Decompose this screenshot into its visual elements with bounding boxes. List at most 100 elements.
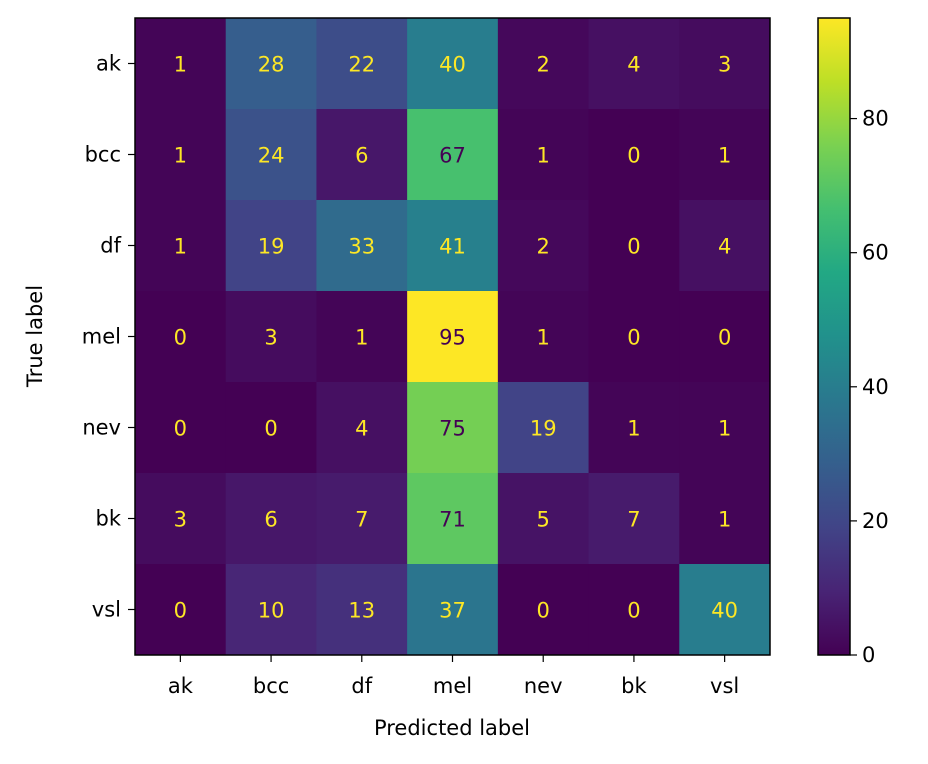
x-tick-label: bk — [621, 674, 647, 698]
cell-value-label: 6 — [264, 508, 277, 532]
matrix-cell — [135, 291, 227, 383]
y-tick-label: bk — [96, 507, 122, 531]
y-tick-label: vsl — [92, 598, 121, 622]
matrix-cell — [407, 18, 499, 110]
x-tick-label: ak — [168, 674, 194, 698]
cell-value-label: 37 — [439, 599, 466, 623]
matrix-cell — [497, 473, 590, 565]
matrix-cell — [225, 382, 317, 474]
cell-value-label: 67 — [439, 144, 466, 168]
y-tick-label: ak — [96, 52, 122, 76]
cell-value-label: 1 — [627, 417, 640, 441]
matrix-cell — [679, 18, 771, 110]
matrix-cell — [679, 109, 771, 201]
matrix-cell — [497, 291, 590, 383]
cell-value-label: 24 — [258, 144, 285, 168]
matrix-cell — [588, 200, 680, 292]
cell-value-label: 1 — [174, 144, 187, 168]
matrix-cell — [316, 473, 408, 565]
cell-value-label: 1 — [355, 326, 368, 350]
x-axis-label: Predicted label — [374, 716, 530, 740]
matrix-cell — [225, 564, 317, 656]
cell-value-label: 75 — [439, 417, 466, 441]
matrix-cell — [135, 564, 227, 656]
cell-value-label: 10 — [258, 599, 285, 623]
cell-value-label: 1 — [718, 417, 731, 441]
matrix-cell — [407, 564, 499, 656]
colorbar — [817, 17, 851, 656]
cell-value-label: 5 — [537, 508, 550, 532]
cell-value-label: 33 — [348, 235, 375, 259]
matrix-cell — [497, 109, 590, 201]
y-tick-label: mel — [82, 325, 121, 349]
matrix-cell — [588, 564, 680, 656]
matrix-cell — [225, 291, 317, 383]
matrix-cell — [407, 473, 499, 565]
cell-value-label: 1 — [174, 235, 187, 259]
colorbar-tick-label: 40 — [862, 375, 889, 399]
cell-value-label: 6 — [355, 144, 368, 168]
colorbar-ticks: 0 20 40 60 80 — [850, 107, 889, 667]
x-tick-label: nev — [524, 674, 563, 698]
cell-value-label: 0 — [627, 235, 640, 259]
matrix-cell — [135, 473, 227, 565]
matrix-cell — [135, 18, 227, 110]
cell-value-label: 4 — [718, 235, 731, 259]
matrix-cell — [497, 382, 590, 474]
cell-value-label: 4 — [627, 53, 640, 77]
cell-value-label: 22 — [348, 53, 375, 77]
cell-value-label: 3 — [718, 53, 731, 77]
matrix-cell — [316, 382, 408, 474]
cell-value-label: 1 — [537, 144, 550, 168]
cell-value-label: 28 — [258, 53, 285, 77]
matrix-cell — [588, 291, 680, 383]
matrix-cell — [588, 473, 680, 565]
cell-value-label: 1 — [174, 53, 187, 77]
matrix-cell — [316, 200, 408, 292]
cell-value-label: 40 — [711, 599, 738, 623]
cell-value-label: 19 — [258, 235, 285, 259]
cell-value-label: 19 — [530, 417, 557, 441]
matrix-cell — [316, 564, 408, 656]
cell-value-label: 0 — [174, 417, 187, 441]
matrix-cell — [225, 18, 317, 110]
x-tick-label: vsl — [710, 674, 739, 698]
cell-value-label: 0 — [627, 326, 640, 350]
matrix-cell — [497, 200, 590, 292]
colorbar-tick-label: 80 — [862, 107, 889, 131]
matrix-cell — [135, 109, 227, 201]
y-tick-label: nev — [82, 416, 121, 440]
matrix-cell — [679, 200, 771, 292]
cell-value-label: 0 — [627, 599, 640, 623]
matrix-cell — [679, 564, 771, 656]
y-tick-label: df — [100, 234, 121, 258]
matrix-cell — [588, 382, 680, 474]
matrix-cell — [407, 200, 499, 292]
colorbar-tick-label: 20 — [862, 509, 889, 533]
cell-value-label: 3 — [264, 326, 277, 350]
cell-value-label: 7 — [355, 508, 368, 532]
cell-value-label: 0 — [264, 417, 277, 441]
cell-value-label: 0 — [718, 326, 731, 350]
matrix-cells: 1 28 22 40 2 4 31 24 6 67 1 0 11 19 33 41 2 0 40 3 1 95 1 0 00 0 4… — [135, 18, 771, 656]
matrix-cell — [225, 473, 317, 565]
colorbar-tick-label: 60 — [862, 241, 889, 265]
cell-value-label: 41 — [439, 235, 466, 259]
matrix-cell — [679, 473, 771, 565]
cell-value-label: 4 — [355, 417, 368, 441]
x-tick-label: bcc — [253, 674, 289, 698]
cell-value-label: 0 — [537, 599, 550, 623]
y-tick-label: bcc — [85, 143, 121, 167]
y-axis-ticks: ak bcc df mel nev bk vsl — [82, 52, 135, 622]
matrix-cell — [588, 109, 680, 201]
cell-value-label: 3 — [174, 508, 187, 532]
matrix-cell — [407, 109, 499, 201]
cell-value-label: 0 — [174, 326, 187, 350]
matrix-cell — [225, 109, 317, 201]
cell-value-label: 0 — [627, 144, 640, 168]
matrix-cell — [679, 291, 771, 383]
x-axis-ticks: ak bcc df mel nev bk vsl — [168, 655, 739, 698]
cell-value-label: 2 — [537, 235, 550, 259]
cell-value-label: 1 — [718, 144, 731, 168]
